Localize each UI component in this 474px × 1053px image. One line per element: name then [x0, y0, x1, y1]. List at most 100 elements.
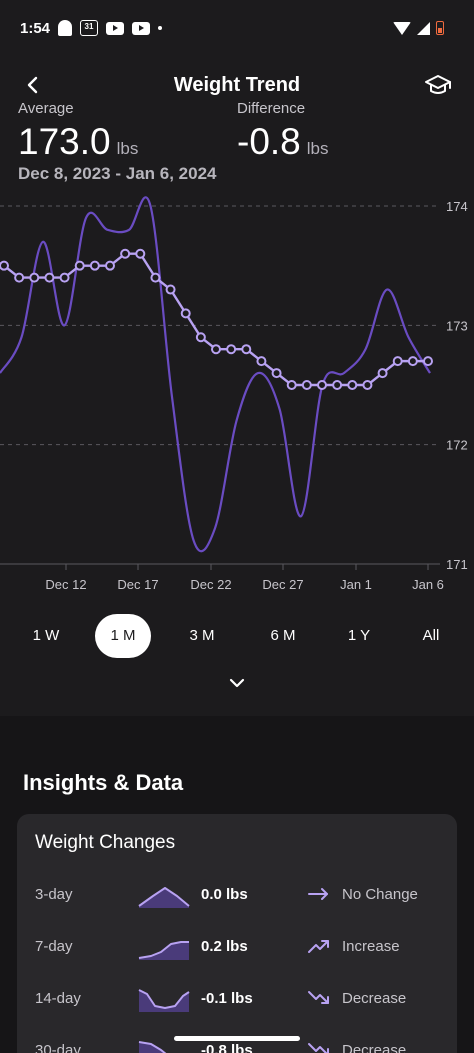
row-value: 0.2 lbs: [201, 938, 248, 955]
trend-point: [362, 380, 373, 390]
chevron-down-icon: [229, 678, 245, 688]
difference-stat: Difference -0.8 lbs: [237, 100, 329, 169]
trend-point: [44, 272, 55, 283]
app-header: Weight Trend: [0, 60, 474, 110]
trend-point: [0, 260, 9, 271]
trend-point: [150, 272, 161, 283]
weight-change-row: 30-day -0.8 lbs Decrease: [17, 1034, 457, 1053]
row-trend: Decrease: [342, 990, 407, 1007]
back-button[interactable]: [20, 72, 46, 98]
average-stat: Average 173.0 lbs: [18, 100, 138, 169]
graduation-cap-icon: [425, 75, 451, 94]
difference-value: -0.8: [237, 121, 301, 162]
y-tick-label: 172: [446, 438, 468, 453]
row-value: -0.1 lbs: [201, 990, 253, 1007]
trend-down-icon: [308, 1043, 329, 1053]
x-tick-label: Jan 6: [412, 577, 444, 592]
trend-point: [392, 356, 403, 367]
sparkline-icon: [138, 989, 190, 1012]
trend-point: [347, 380, 358, 390]
range-tab-1y[interactable]: 1 Y: [347, 627, 371, 644]
x-tick-label: Dec 17: [117, 577, 158, 592]
y-tick-label: 173: [446, 318, 468, 333]
trend-point: [29, 272, 40, 283]
x-tick-label: Dec 27: [262, 577, 303, 592]
trend-point: [407, 356, 418, 367]
expand-button[interactable]: [225, 674, 249, 694]
card-title: Weight Changes: [35, 832, 176, 853]
signal-icon: [417, 21, 430, 35]
trend-point: [89, 260, 100, 271]
home-indicator[interactable]: [174, 1036, 300, 1041]
page-title: Weight Trend: [173, 74, 301, 96]
status-bar: 1:54 31: [0, 0, 474, 60]
arrow-right-icon: [308, 888, 328, 900]
x-tick-label: Jan 1: [340, 577, 372, 592]
trend-point: [423, 356, 433, 367]
chevron-left-icon: [27, 76, 38, 94]
row-trend: Decrease: [342, 1042, 407, 1053]
date-range: Dec 8, 2023 - Jan 6, 2024: [18, 164, 217, 183]
range-tab-6m[interactable]: 6 M: [270, 627, 296, 644]
weight-change-row: 7-day 0.2 lbs Increase: [17, 930, 457, 970]
average-value-row: 173.0 lbs: [18, 122, 138, 169]
average-unit: lbs: [116, 139, 139, 158]
battery-icon: [436, 21, 444, 35]
row-trend: No Change: [342, 886, 418, 903]
weight-chart-svg: 174 173 172 171 Dec 12 Dec 17 Dec 22 Dec 27 Jan …: [0, 196, 468, 592]
trend-point: [135, 248, 146, 259]
row-period: 30-day: [35, 1042, 81, 1053]
average-label: Average: [18, 100, 74, 117]
sparkline-icon: [138, 887, 190, 908]
average-value: 173.0: [18, 121, 111, 162]
trend-point: [180, 308, 191, 319]
summary-panel: Average 173.0 lbs Difference -0.8 lbs Dec …: [18, 100, 458, 188]
weight-change-row: 14-day -0.1 lbs Decrease: [17, 982, 457, 1022]
calendar-icon: 31: [80, 20, 98, 36]
trend-up-icon: [308, 940, 329, 953]
trend-point: [241, 344, 252, 355]
x-tick-label: Dec 12: [45, 577, 86, 592]
status-time: 1:54: [20, 20, 51, 37]
y-tick-label: 171: [446, 557, 468, 572]
learn-button[interactable]: [424, 72, 452, 98]
youtube-icon: [106, 21, 124, 35]
range-tabs: 1 W 1 M 3 M 6 M 1 Y All: [0, 614, 474, 658]
snapchat-icon: [58, 20, 72, 36]
sparkline-icon: [138, 1041, 167, 1053]
range-tab-all[interactable]: All: [422, 627, 440, 644]
range-tab-1w[interactable]: 1 W: [32, 627, 60, 644]
insights-title: Insights & Data: [23, 770, 184, 795]
trend-point: [332, 380, 343, 390]
difference-unit: lbs: [306, 139, 329, 158]
range-tab-1m[interactable]: 1 M: [95, 614, 151, 658]
row-value: -0.8 lbs: [201, 1042, 253, 1053]
trend-point: [59, 272, 70, 283]
weight-change-row: 3-day 0.0 lbs No Change: [17, 878, 457, 918]
row-value: 0.0 lbs: [201, 886, 248, 903]
trend-point: [256, 356, 267, 367]
more-notifications-dot: [158, 26, 162, 30]
x-tick-label: Dec 22: [190, 577, 231, 592]
sparkline-icon: [138, 941, 189, 960]
trend-down-icon: [308, 991, 329, 1004]
y-tick-label: 174: [446, 199, 468, 214]
youtube-icon: [132, 21, 150, 35]
trend-point: [271, 368, 282, 379]
trend-point: [301, 380, 312, 390]
insights-section: Insights & Data Weight Changes 3-day 0.0 …: [0, 716, 474, 1053]
trend-point: [14, 272, 25, 283]
trend-point: [211, 344, 221, 355]
trend-point: [105, 260, 115, 271]
system-icons: [393, 21, 444, 35]
trend-point: [226, 344, 237, 355]
weight-chart[interactable]: 174 173 172 171 Dec 12 Dec 17 Dec 22 Dec 27 Jan …: [0, 190, 474, 600]
notification-icons: 31: [58, 20, 162, 36]
range-tab-3m[interactable]: 3 M: [189, 627, 215, 644]
difference-label: Difference: [237, 100, 306, 117]
row-period: 7-day: [35, 938, 73, 955]
weight-changes-card[interactable]: Weight Changes 3-day 0.0 lbs No Change 7-da…: [17, 814, 457, 1053]
wifi-icon: [393, 21, 411, 35]
row-period: 14-day: [35, 990, 81, 1007]
trend-point: [165, 284, 176, 295]
